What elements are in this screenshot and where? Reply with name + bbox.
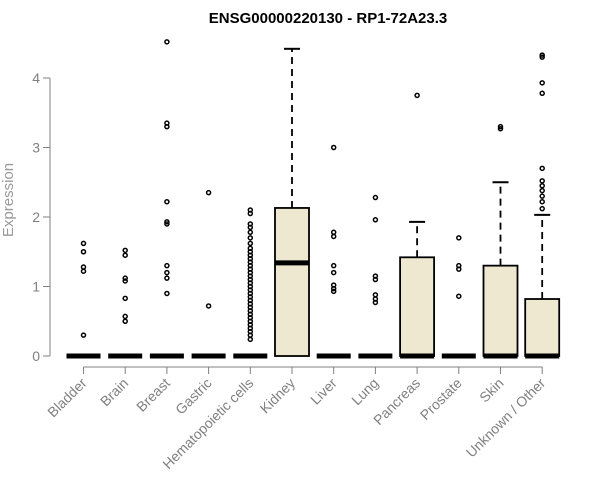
x-tick-label: Bladder xyxy=(44,375,90,421)
outlier-point xyxy=(539,178,545,184)
outlier-point xyxy=(372,194,379,201)
outlier-point xyxy=(122,313,128,320)
y-tick-label: 3 xyxy=(32,140,40,156)
outlier-point xyxy=(539,205,545,212)
y-axis-label: Expression xyxy=(0,163,17,237)
x-tick-label: Liver xyxy=(307,375,340,408)
outlier-point xyxy=(205,189,212,196)
outlier-point xyxy=(164,39,170,45)
outlier-point xyxy=(456,266,462,272)
x-tick-label: Brain xyxy=(97,375,131,409)
outlier-point xyxy=(164,221,170,227)
outlier-point xyxy=(80,332,87,338)
outlier-point xyxy=(414,92,420,99)
outlier-point xyxy=(456,293,462,299)
outlier-point xyxy=(539,80,545,86)
outlier-point xyxy=(247,224,254,231)
outlier-point xyxy=(539,193,545,199)
outlier-point xyxy=(497,125,504,132)
x-tick-label: Skin xyxy=(476,375,507,406)
outlier-point xyxy=(247,235,254,241)
outlier-point xyxy=(164,269,170,276)
outlier-point xyxy=(80,268,87,274)
outlier-point xyxy=(330,285,337,292)
box-iqr xyxy=(399,256,436,357)
outlier-point xyxy=(205,303,212,309)
outlier-point xyxy=(122,275,128,281)
outlier-point xyxy=(247,336,254,343)
y-tick-label: 0 xyxy=(32,348,40,364)
outlier-point xyxy=(330,262,337,269)
outlier-point xyxy=(539,198,545,205)
chart-title: ENSG00000220130 - RP1-72A23.3 xyxy=(209,10,448,27)
outlier-point xyxy=(122,318,128,324)
outlier-point xyxy=(122,295,128,302)
outlier-point xyxy=(539,165,545,172)
outlier-point xyxy=(456,235,462,241)
x-tick-label: Unknown / Other xyxy=(463,375,549,461)
outlier-point xyxy=(372,217,379,223)
outlier-point xyxy=(80,240,87,247)
outlier-point xyxy=(330,269,337,276)
outlier-point xyxy=(539,182,545,189)
y-tick-label: 4 xyxy=(32,70,40,86)
outlier-point xyxy=(539,52,545,58)
outlier-point xyxy=(247,210,254,217)
outlier-point xyxy=(80,264,87,270)
outlier-point xyxy=(330,144,337,151)
outlier-point xyxy=(330,233,337,240)
x-tick-label: Kidney xyxy=(257,375,299,417)
outlier-point xyxy=(164,290,170,297)
outlier-point xyxy=(330,288,337,295)
y-tick-label: 2 xyxy=(32,209,40,225)
outlier-point xyxy=(164,262,170,269)
outlier-point xyxy=(80,249,87,255)
outlier-point xyxy=(539,90,545,97)
outlier-point xyxy=(247,229,254,236)
x-tick-label: Prostate xyxy=(417,375,465,423)
outlier-point xyxy=(497,123,504,130)
outlier-point xyxy=(122,278,128,284)
outlier-point xyxy=(247,240,254,247)
x-tick-label: Breast xyxy=(133,375,173,415)
x-tick-label: Lung xyxy=(348,375,381,408)
box-iqr xyxy=(274,207,310,357)
box-iqr xyxy=(524,298,561,357)
outlier-point xyxy=(122,252,128,258)
outlier-point xyxy=(164,198,170,205)
y-tick-label: 1 xyxy=(32,279,40,295)
outlier-point xyxy=(372,292,379,298)
outlier-point xyxy=(330,229,337,236)
outlier-point xyxy=(247,332,254,338)
outlier-point xyxy=(164,275,170,281)
outlier-point xyxy=(539,54,545,60)
outlier-point xyxy=(372,299,379,306)
outlier-point xyxy=(164,219,170,225)
outlier-point xyxy=(539,187,545,194)
outlier-point xyxy=(164,123,170,130)
box-iqr xyxy=(482,264,519,357)
outlier-point xyxy=(122,247,128,254)
outlier-point xyxy=(372,276,379,283)
